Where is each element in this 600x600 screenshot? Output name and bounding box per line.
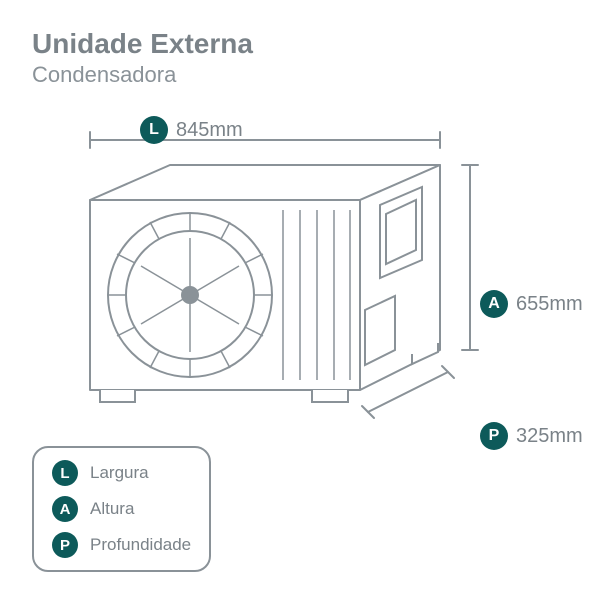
legend-depth-label: Profundidade [90, 535, 191, 555]
height-badge-icon: A [480, 290, 508, 318]
width-badge-icon: L [140, 116, 168, 144]
depth-badge-icon: P [480, 422, 508, 450]
legend-row-width: L Largura [52, 460, 191, 486]
legend-row-depth: P Profundidade [52, 532, 191, 558]
dimension-diagram: L 845mm A 655mm P 325mm [50, 110, 550, 450]
dim-depth: P 325mm [480, 422, 583, 450]
legend-height-badge-icon: A [52, 496, 78, 522]
legend-depth-badge-icon: P [52, 532, 78, 558]
dim-width: L 845mm [140, 116, 243, 144]
page-subtitle: Condensadora [32, 62, 176, 88]
height-value: 655mm [516, 293, 583, 316]
legend-height-label: Altura [90, 499, 134, 519]
legend-row-height: A Altura [52, 496, 191, 522]
legend-box: L Largura A Altura P Profundidade [32, 446, 211, 572]
legend-width-label: Largura [90, 463, 149, 483]
legend-width-badge-icon: L [52, 460, 78, 486]
depth-value: 325mm [516, 425, 583, 448]
dim-height: A 655mm [480, 290, 583, 318]
width-value: 845mm [176, 119, 243, 142]
unit-drawing [50, 110, 550, 450]
page-title: Unidade Externa [32, 28, 253, 60]
